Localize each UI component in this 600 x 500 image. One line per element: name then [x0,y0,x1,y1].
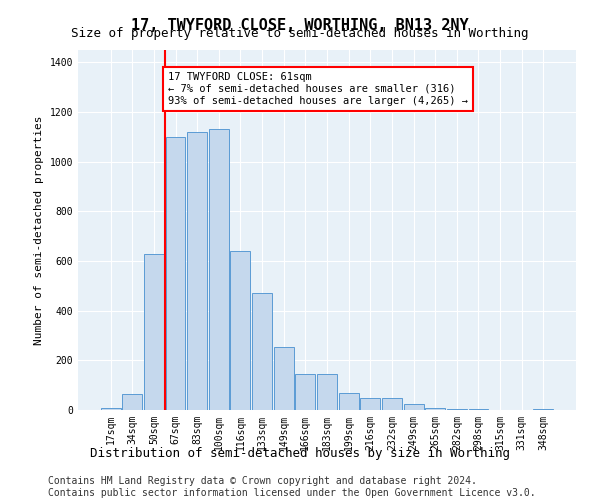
Bar [295,374,316,410]
Bar [533,409,553,410]
Text: Size of property relative to semi-detached houses in Worthing: Size of property relative to semi-detach… [71,28,529,40]
Bar [122,394,142,410]
Text: Distribution of semi-detached houses by size in Worthing: Distribution of semi-detached houses by … [90,448,510,460]
Y-axis label: Number of semi-detached properties: Number of semi-detached properties [34,116,44,345]
Bar [447,409,467,410]
Bar [382,398,402,410]
Bar [425,408,445,410]
Bar [101,408,121,410]
Bar [338,392,359,410]
Bar [187,132,207,410]
Bar [166,137,185,410]
Bar [274,346,293,410]
Bar [361,398,380,410]
Bar [209,130,229,410]
Bar [317,374,337,410]
Bar [404,404,424,410]
Text: 17, TWYFORD CLOSE, WORTHING, BN13 2NY: 17, TWYFORD CLOSE, WORTHING, BN13 2NY [131,18,469,32]
Bar [144,254,164,410]
Bar [252,294,272,410]
Text: 17 TWYFORD CLOSE: 61sqm
← 7% of semi-detached houses are smaller (316)
93% of se: 17 TWYFORD CLOSE: 61sqm ← 7% of semi-det… [168,72,468,106]
Text: Contains HM Land Registry data © Crown copyright and database right 2024.
Contai: Contains HM Land Registry data © Crown c… [48,476,536,498]
Bar [469,409,488,410]
Bar [230,251,250,410]
